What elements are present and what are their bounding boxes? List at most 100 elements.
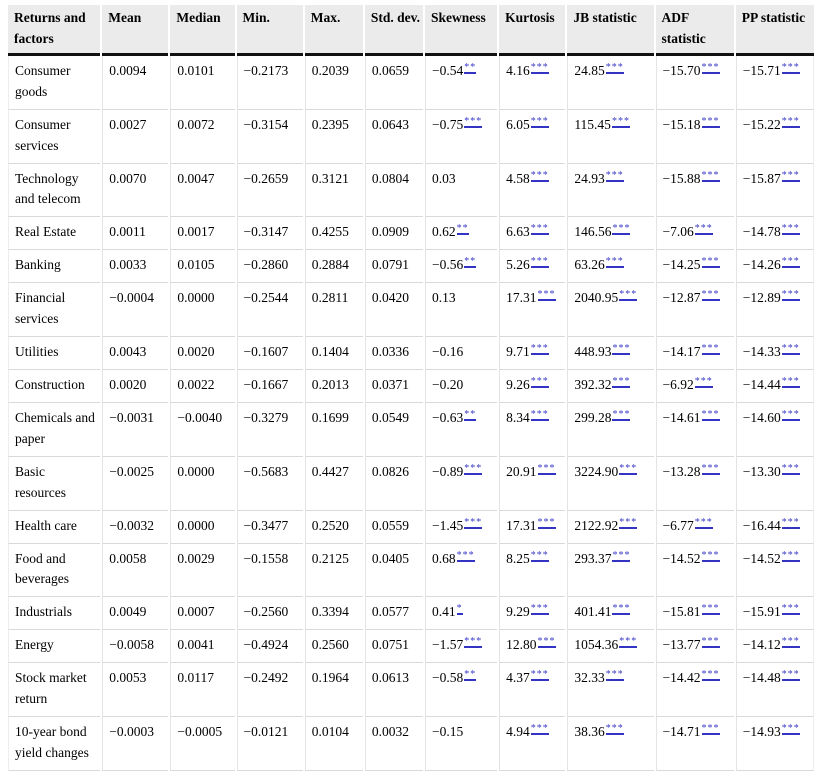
significance-link[interactable]: ** bbox=[464, 61, 477, 74]
significance-link[interactable]: *** bbox=[781, 169, 800, 182]
table-cell: 0.2039 bbox=[304, 55, 363, 110]
significance-link[interactable]: ** bbox=[464, 256, 477, 269]
cell-value: −0.0004 bbox=[109, 290, 154, 306]
significance-link[interactable]: *** bbox=[781, 636, 800, 649]
significance-link[interactable]: *** bbox=[781, 549, 800, 562]
significance-link[interactable]: *** bbox=[611, 115, 630, 128]
cell-value: −14.26 bbox=[742, 257, 781, 273]
significance-link[interactable]: *** bbox=[612, 408, 631, 421]
significance-link[interactable]: *** bbox=[530, 169, 549, 182]
significance-link[interactable]: * bbox=[456, 603, 463, 616]
significance-link[interactable]: *** bbox=[530, 723, 549, 736]
table-cell: −0.56** bbox=[424, 250, 498, 284]
significance-link[interactable]: *** bbox=[701, 289, 720, 302]
significance-link[interactable]: *** bbox=[694, 375, 713, 388]
cell-value: −15.81 bbox=[662, 604, 701, 620]
significance-link[interactable]: *** bbox=[701, 462, 720, 475]
significance-link[interactable]: *** bbox=[530, 603, 549, 616]
significance-link[interactable]: *** bbox=[781, 223, 800, 236]
significance-link[interactable]: *** bbox=[701, 669, 720, 682]
significance-link[interactable]: *** bbox=[605, 61, 624, 74]
table-cell: −14.17*** bbox=[655, 337, 734, 370]
significance-link[interactable]: *** bbox=[781, 375, 800, 388]
significance-link[interactable]: *** bbox=[781, 256, 800, 269]
significance-link[interactable]: *** bbox=[605, 169, 624, 182]
header-row: Returns and factors Mean Median Min. Max. Std… bbox=[8, 5, 814, 56]
table-cell: −0.16 bbox=[424, 337, 498, 370]
table-cell: 0.0371 bbox=[364, 369, 423, 403]
significance-link[interactable]: *** bbox=[701, 408, 720, 421]
significance-link[interactable]: *** bbox=[530, 115, 549, 128]
significance-link[interactable]: *** bbox=[612, 375, 631, 388]
significance-link[interactable]: *** bbox=[781, 289, 800, 302]
significance-link[interactable]: *** bbox=[781, 343, 800, 356]
significance-link[interactable]: *** bbox=[464, 516, 483, 529]
significance-link[interactable]: *** bbox=[781, 408, 800, 421]
significance-link[interactable]: *** bbox=[701, 256, 720, 269]
table-cell: 0.0909 bbox=[364, 217, 423, 251]
significance-link[interactable]: *** bbox=[701, 343, 720, 356]
significance-link[interactable]: *** bbox=[701, 61, 720, 74]
significance-link[interactable]: *** bbox=[781, 669, 800, 682]
significance-link[interactable]: ** bbox=[464, 669, 477, 682]
cell-value: −0.56 bbox=[431, 257, 464, 273]
significance-link[interactable]: *** bbox=[781, 516, 800, 529]
significance-link[interactable]: *** bbox=[701, 549, 720, 562]
significance-link[interactable]: *** bbox=[537, 516, 556, 529]
significance-link[interactable]: *** bbox=[530, 61, 549, 74]
significance-link[interactable]: *** bbox=[530, 375, 549, 388]
cell-value: 0.2884 bbox=[311, 257, 349, 273]
significance-link[interactable]: *** bbox=[612, 343, 631, 356]
significance-link[interactable]: *** bbox=[619, 516, 638, 529]
significance-link[interactable]: *** bbox=[701, 636, 720, 649]
significance-link[interactable]: *** bbox=[619, 636, 638, 649]
significance-link[interactable]: *** bbox=[456, 549, 475, 562]
cell-value: 1054.36 bbox=[574, 637, 619, 653]
table-cell: −14.52*** bbox=[735, 543, 814, 598]
significance-link[interactable]: *** bbox=[612, 603, 631, 616]
significance-link[interactable]: *** bbox=[612, 549, 631, 562]
significance-link[interactable]: *** bbox=[530, 408, 549, 421]
table-row: Consumer goods 0.0094 0.0101 −0.2173 0.2039 0… bbox=[8, 55, 814, 110]
significance-link[interactable]: *** bbox=[694, 516, 713, 529]
significance-link[interactable]: *** bbox=[619, 289, 638, 302]
significance-link[interactable]: *** bbox=[781, 61, 800, 74]
significance-link[interactable]: *** bbox=[701, 115, 720, 128]
table-cell: 0.0007 bbox=[170, 597, 235, 631]
significance-link[interactable]: *** bbox=[694, 223, 713, 236]
significance-link[interactable]: *** bbox=[781, 462, 800, 475]
significance-link[interactable]: *** bbox=[464, 636, 483, 649]
significance-link[interactable]: *** bbox=[701, 169, 720, 182]
significance-link[interactable]: *** bbox=[701, 603, 720, 616]
significance-link[interactable]: *** bbox=[781, 115, 800, 128]
significance-link[interactable]: *** bbox=[605, 669, 624, 682]
significance-link[interactable]: ** bbox=[456, 223, 469, 236]
significance-link[interactable]: *** bbox=[537, 636, 556, 649]
significance-link[interactable]: *** bbox=[537, 289, 556, 302]
significance-link[interactable]: *** bbox=[530, 549, 549, 562]
significance-link[interactable]: *** bbox=[464, 462, 483, 475]
table-cell: −12.89*** bbox=[735, 283, 814, 338]
significance-link[interactable]: *** bbox=[537, 462, 556, 475]
significance-link[interactable]: *** bbox=[530, 223, 549, 236]
significance-link[interactable]: *** bbox=[701, 723, 720, 736]
significance-link[interactable]: *** bbox=[530, 256, 549, 269]
cell-value: −0.1667 bbox=[243, 376, 289, 392]
table-cell: 0.0041 bbox=[170, 630, 235, 664]
significance-link[interactable]: *** bbox=[530, 343, 549, 356]
significance-link[interactable]: *** bbox=[464, 115, 483, 128]
significance-link[interactable]: *** bbox=[605, 256, 624, 269]
significance-link[interactable]: *** bbox=[612, 223, 631, 236]
table-cell: 0.0017 bbox=[170, 217, 235, 251]
significance-link[interactable]: *** bbox=[605, 723, 624, 736]
significance-link[interactable]: *** bbox=[781, 603, 800, 616]
significance-link[interactable]: *** bbox=[619, 462, 638, 475]
cell-value: −1.57 bbox=[431, 637, 464, 653]
significance-link[interactable]: *** bbox=[781, 723, 800, 736]
column-header: Min. bbox=[236, 5, 303, 56]
table-row: Technology and telecom 0.0070 0.0047 −0.265… bbox=[8, 163, 814, 218]
cell-value: 0.68 bbox=[431, 550, 456, 566]
significance-link[interactable]: ** bbox=[464, 408, 477, 421]
cell-value: −14.52 bbox=[662, 550, 701, 566]
significance-link[interactable]: *** bbox=[530, 669, 549, 682]
